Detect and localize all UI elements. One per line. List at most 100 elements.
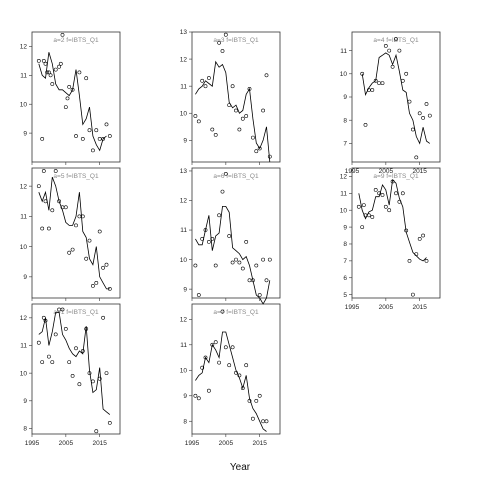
x-tick-label: 2015	[412, 304, 427, 311]
data-point	[230, 260, 235, 265]
data-point	[213, 132, 218, 137]
data-point	[424, 102, 429, 106]
data-point	[366, 213, 371, 218]
data-point	[264, 419, 269, 424]
data-point	[40, 360, 45, 365]
data-point	[227, 234, 232, 238]
data-point	[240, 116, 245, 121]
panel-a2: 9 10 11 12 a=2 f=IBTS_Q1	[20, 31, 121, 165]
data-point	[63, 205, 68, 210]
data-point	[421, 116, 426, 120]
data-point	[107, 134, 112, 138]
data-point	[244, 239, 249, 244]
data-point	[97, 376, 102, 381]
data-point	[257, 293, 262, 297]
data-point	[80, 349, 85, 353]
data-point	[264, 73, 269, 78]
fit-line	[195, 331, 267, 432]
data-point	[97, 136, 102, 141]
panel-frame	[31, 303, 121, 435]
y-tick-label: 11	[180, 83, 187, 90]
data-point	[91, 379, 95, 384]
data-point	[223, 171, 228, 176]
data-point	[43, 199, 48, 204]
data-point	[387, 48, 392, 53]
y-tick-label: 13	[180, 168, 188, 175]
data-point	[84, 76, 89, 81]
data-point	[94, 128, 99, 133]
data-point	[210, 342, 215, 347]
data-point	[101, 265, 106, 270]
y-tick-label: 12	[20, 44, 28, 51]
data-point	[394, 191, 398, 196]
data-point	[57, 199, 62, 204]
data-point	[67, 360, 72, 365]
y-tick-label: 11	[180, 227, 187, 234]
data-point	[107, 420, 112, 425]
data-point	[217, 213, 222, 218]
data-point	[254, 149, 259, 154]
data-point	[267, 154, 272, 159]
data-point	[360, 225, 365, 230]
data-point	[400, 78, 405, 83]
data-point	[47, 70, 51, 75]
data-point	[410, 292, 415, 297]
data-point	[210, 127, 215, 132]
x-tick-label: 1995	[345, 304, 360, 311]
data-point	[223, 345, 228, 350]
data-point	[383, 44, 388, 48]
data-point	[74, 346, 78, 351]
data-point	[43, 318, 48, 323]
data-point	[50, 360, 55, 365]
data-point	[84, 256, 89, 261]
data-point	[261, 257, 266, 262]
y-tick-label: 13	[180, 29, 188, 36]
y-tick-label: 7	[343, 141, 347, 148]
data-point	[397, 48, 402, 53]
data-point	[227, 363, 232, 368]
y-tick-label: 9	[23, 398, 27, 405]
data-point	[50, 208, 55, 213]
data-point	[373, 78, 378, 83]
data-point	[200, 365, 205, 370]
data-point	[217, 360, 222, 365]
data-point	[261, 419, 266, 424]
data-point	[257, 146, 262, 151]
data-point	[363, 123, 368, 127]
data-point	[404, 228, 409, 233]
x-tick-label: 2005	[59, 440, 74, 447]
fit-line	[195, 206, 271, 305]
data-point	[53, 67, 58, 72]
data-point	[45, 70, 50, 75]
data-point	[254, 263, 259, 268]
data-point	[196, 293, 201, 297]
data-point	[63, 105, 68, 110]
data-point	[356, 204, 361, 209]
data-point	[247, 87, 252, 91]
data-point	[63, 326, 68, 331]
data-point	[220, 49, 225, 53]
data-point	[390, 179, 395, 184]
data-point	[57, 64, 62, 69]
fit-line	[195, 60, 271, 163]
y-tick-label: 10	[20, 101, 28, 108]
data-point	[377, 81, 382, 86]
y-tick-label: 11	[20, 343, 27, 350]
data-point	[91, 283, 95, 288]
data-point	[213, 263, 218, 268]
data-point	[383, 204, 388, 209]
data-point	[404, 71, 409, 76]
data-point	[60, 307, 65, 312]
panel-frame	[191, 303, 281, 435]
y-tick-label: 9	[23, 274, 27, 281]
data-point	[417, 236, 422, 241]
data-point	[48, 73, 53, 78]
y-tick-label: 12	[180, 316, 188, 323]
data-point	[377, 191, 382, 196]
data-point	[87, 238, 92, 243]
data-point	[414, 155, 419, 160]
y-tick-label: 5	[343, 292, 347, 299]
data-point	[210, 236, 215, 241]
data-point	[101, 136, 106, 141]
